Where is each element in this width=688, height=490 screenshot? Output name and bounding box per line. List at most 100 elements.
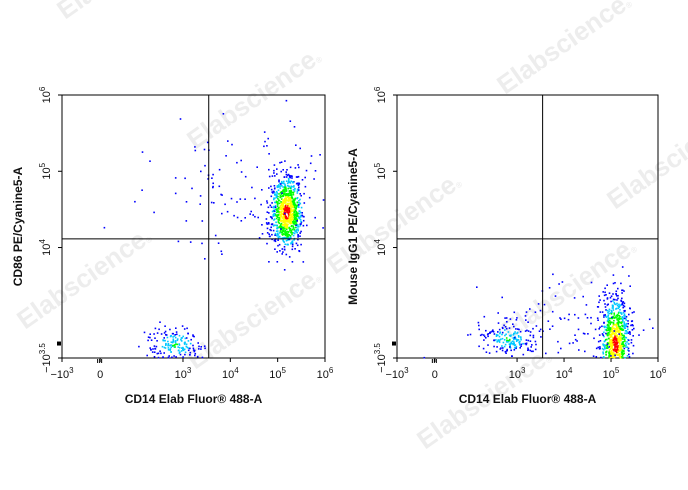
event-dot [509, 338, 511, 341]
event-dot [178, 346, 181, 349]
event-dot [614, 346, 617, 348]
event-dot [598, 301, 600, 304]
event-dot [283, 190, 285, 193]
event-dot [623, 290, 625, 292]
event-dot [189, 241, 192, 243]
event-dot [621, 353, 623, 356]
event-dot [586, 317, 589, 319]
event-dot [618, 318, 621, 320]
event-dot [279, 213, 281, 216]
event-dot [617, 339, 620, 341]
event-dot [292, 189, 295, 191]
event-dot [271, 175, 274, 177]
event-dot [300, 220, 302, 223]
event-dot [597, 340, 600, 343]
event-dot [517, 328, 519, 330]
event-dot [165, 344, 167, 346]
event-dot [513, 347, 516, 349]
event-dot [161, 345, 164, 348]
event-dot [529, 340, 532, 342]
event-dot [290, 200, 293, 203]
event-dot [212, 173, 214, 176]
event-dot [496, 341, 498, 343]
event-dot [292, 202, 295, 205]
event-dot [508, 339, 511, 342]
event-dot [489, 332, 491, 334]
event-dot [103, 226, 106, 229]
event-dot [233, 214, 235, 217]
event-dot [604, 326, 606, 328]
event-dot [302, 261, 305, 263]
event-dot [618, 355, 621, 357]
event-dot [178, 352, 181, 354]
event-dot [606, 284, 608, 286]
event-dot [196, 355, 199, 358]
event-dot [292, 206, 294, 209]
event-dot [608, 355, 610, 357]
x-tick-label: 103 [509, 366, 526, 381]
event-dot [277, 185, 279, 187]
event-dot [512, 323, 514, 325]
event-dot [512, 337, 515, 339]
event-dot [545, 352, 547, 355]
event-dot [282, 209, 285, 211]
event-dot [606, 309, 609, 312]
event-dot [620, 336, 622, 339]
event-dot [627, 342, 630, 345]
event-dot [283, 269, 286, 271]
event-dot [606, 343, 609, 345]
event-dot [613, 353, 616, 355]
event-dot [627, 320, 629, 322]
event-dot [296, 220, 298, 222]
event-dot [273, 190, 275, 193]
event-dot [276, 251, 278, 253]
event-dot [280, 208, 283, 211]
event-dot [615, 290, 618, 293]
event-dot [279, 208, 281, 210]
event-dot [189, 342, 192, 345]
event-dot [603, 344, 606, 346]
event-dot [612, 316, 614, 319]
event-dot [174, 334, 176, 336]
event-dot [267, 137, 269, 140]
event-dot [289, 201, 292, 204]
event-dot [598, 328, 600, 330]
event-dot [282, 169, 284, 171]
event-dot [607, 325, 609, 327]
event-dot [181, 347, 183, 349]
event-dot [280, 161, 283, 163]
event-dot [532, 327, 534, 330]
event-dot [609, 339, 611, 341]
event-dot [604, 287, 606, 290]
event-dot [186, 346, 189, 349]
event-dot [605, 344, 607, 347]
event-dot [618, 321, 621, 324]
event-dot [296, 231, 298, 234]
event-dot [295, 226, 298, 229]
event-dot [534, 348, 537, 351]
event-dot [280, 212, 283, 214]
event-dot [282, 201, 285, 204]
event-dot [200, 348, 202, 350]
event-dot [621, 341, 624, 343]
event-dot [613, 356, 616, 358]
event-dot [285, 232, 288, 234]
event-dot [249, 213, 251, 215]
event-dot [165, 334, 167, 336]
event-dot [284, 192, 286, 194]
event-dot [292, 193, 295, 196]
event-dot [284, 233, 287, 236]
event-dot [606, 332, 609, 335]
event-dot [624, 356, 626, 359]
event-dot [299, 224, 302, 227]
event-dot [288, 205, 290, 208]
event-dot [617, 324, 620, 326]
event-dot [620, 348, 623, 351]
event-dot [275, 217, 278, 220]
event-dot [608, 350, 611, 353]
event-dot [277, 210, 279, 212]
event-dot [170, 344, 172, 346]
event-dot [625, 324, 627, 326]
event-dot [274, 240, 277, 243]
event-dot [585, 304, 588, 306]
